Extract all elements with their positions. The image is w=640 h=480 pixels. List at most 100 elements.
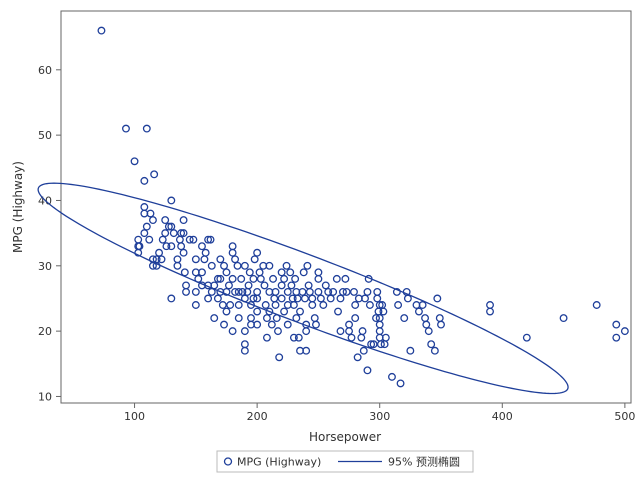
- data-point: [161, 229, 170, 238]
- data-point: [296, 307, 304, 316]
- data-point: [158, 235, 167, 244]
- data-point: [260, 281, 269, 290]
- data-point: [406, 346, 415, 355]
- data-point: [210, 314, 219, 323]
- data-point: [403, 294, 412, 303]
- data-point: [329, 287, 338, 296]
- data-point: [282, 261, 291, 270]
- data-point: [265, 307, 274, 316]
- data-point: [253, 307, 262, 316]
- data-point: [280, 274, 289, 283]
- data-point: [334, 307, 342, 316]
- data-point: [256, 274, 265, 283]
- data-point: [300, 294, 309, 303]
- data-point: [350, 287, 358, 296]
- data-point: [240, 327, 249, 336]
- y-tick-label: 30: [38, 260, 52, 273]
- data-point: [424, 327, 433, 336]
- data-point: [234, 314, 243, 323]
- x-axis-title: Horsepower: [309, 430, 381, 444]
- data-point: [142, 124, 151, 133]
- data-point: [376, 340, 385, 349]
- data-point: [375, 301, 384, 309]
- data-point: [418, 301, 427, 309]
- data-point: [347, 333, 356, 342]
- data-point: [338, 287, 347, 296]
- data-point: [314, 268, 323, 277]
- data-point: [245, 268, 254, 277]
- data-point: [427, 340, 436, 349]
- data-point: [433, 294, 442, 303]
- data-point: [394, 301, 403, 309]
- data-point: [233, 261, 242, 270]
- data-point: [592, 301, 601, 309]
- data-point: [316, 294, 325, 303]
- data-point: [169, 229, 178, 238]
- data-point: [167, 294, 176, 303]
- data-point: [369, 340, 378, 349]
- data-point: [240, 261, 249, 270]
- data-point: [206, 235, 215, 244]
- data-point: [148, 216, 157, 225]
- data-point: [155, 248, 164, 257]
- data-point: [179, 229, 188, 238]
- data-point: [265, 261, 274, 270]
- data-point: [359, 346, 368, 355]
- data-point: [314, 287, 323, 296]
- y-axis-title: MPG (Highway): [11, 161, 25, 253]
- data-point: [372, 314, 380, 323]
- data-point: [381, 333, 390, 342]
- data-point: [351, 314, 360, 323]
- data-point: [308, 301, 317, 309]
- data-point: [97, 26, 106, 35]
- data-point: [280, 307, 289, 316]
- data-point: [213, 274, 222, 283]
- data-point: [167, 196, 176, 205]
- data-point: [179, 216, 188, 225]
- data-point: [430, 346, 439, 355]
- data-point: [321, 281, 330, 290]
- data-point: [269, 274, 278, 283]
- data-point: [358, 327, 367, 336]
- data-point: [164, 222, 173, 231]
- data-point: [162, 242, 171, 251]
- legend-label-ellipse: 95% 预测椭圆: [388, 455, 460, 469]
- data-point: [216, 255, 225, 264]
- y-tick-label: 20: [38, 325, 52, 338]
- data-point: [244, 281, 253, 290]
- prediction-ellipse-layer: [37, 182, 569, 395]
- data-point: [185, 235, 194, 244]
- data-point: [294, 333, 303, 342]
- data-point: [367, 340, 376, 349]
- data-point: [365, 301, 374, 309]
- data-point: [228, 274, 237, 283]
- data-point: [363, 287, 372, 296]
- plot-frame: [60, 10, 632, 404]
- data-point: [142, 222, 151, 231]
- data-point: [189, 235, 198, 244]
- data-point: [231, 287, 240, 296]
- data-point: [267, 320, 276, 329]
- data-point: [312, 320, 320, 329]
- data-point: [226, 301, 235, 309]
- data-point: [234, 301, 243, 309]
- data-point: [332, 274, 341, 283]
- data-point: [396, 379, 405, 388]
- data-point: [286, 268, 295, 277]
- legend-marker-scatter: [223, 457, 233, 466]
- data-point: [303, 261, 312, 270]
- data-point: [179, 248, 188, 257]
- data-point: [161, 216, 170, 225]
- data-point: [612, 333, 621, 342]
- data-point: [326, 294, 335, 303]
- x-tick-label: 500: [614, 410, 635, 423]
- data-point: [302, 346, 311, 355]
- data-point: [180, 268, 189, 277]
- legend-label-scatter: MPG (Highway): [237, 456, 321, 469]
- data-point: [177, 229, 186, 238]
- data-point: [392, 287, 401, 296]
- data-point: [173, 255, 182, 264]
